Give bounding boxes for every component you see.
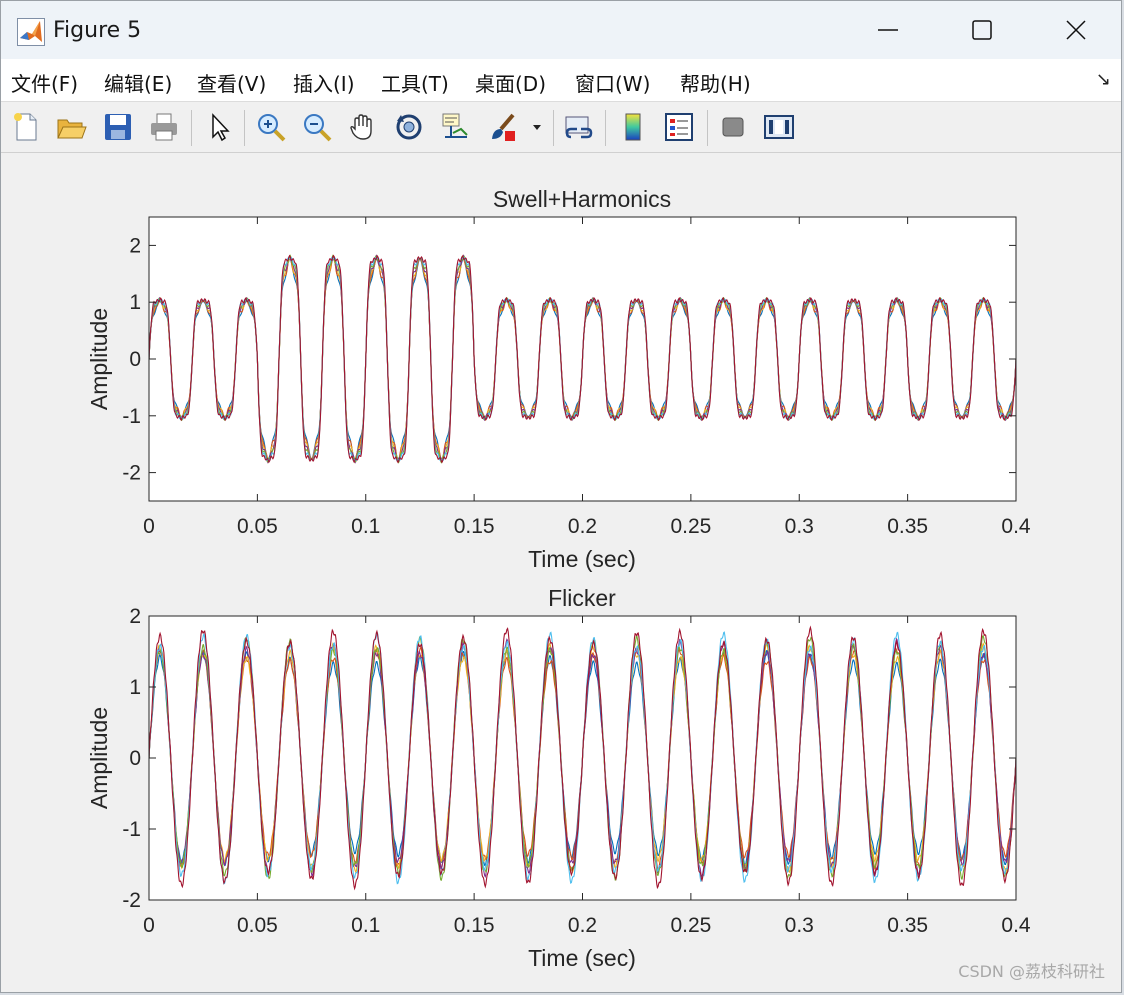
menu-insert[interactable]: 插入(I) (293, 72, 355, 96)
hide-plot-tools-icon[interactable] (717, 111, 749, 143)
axes-swell-harmonics: 0 0.05 0.1 0.15 0.2 0.25 0.3 0.35 0.4 -2 -1 0 1 2 Swe… (86, 186, 1031, 572)
window-title: Figure 5 (53, 18, 142, 43)
matlab-logo-icon (17, 18, 45, 46)
y-axis-label: Amplitude (86, 707, 112, 809)
link-plot-icon[interactable] (563, 111, 595, 143)
toolbar-separator (553, 110, 554, 146)
x-tick-label: 0.1 (351, 914, 380, 937)
minimize-button[interactable] (841, 1, 935, 59)
x-tick-label: 0.15 (454, 914, 495, 937)
legend-icon[interactable] (663, 111, 695, 143)
y-tick-label: 1 (129, 676, 141, 699)
x-tick-label: 0.05 (237, 914, 278, 937)
y-tick-label: 1 (129, 291, 141, 314)
plot-title: Flicker (548, 585, 616, 611)
watermark-text: CSDN @荔枝科研社 (958, 962, 1105, 981)
menu-bar: 文件(F) 编辑(E) 查看(V) 插入(I) 工具(T) 桌面(D) 窗口(W… (1, 59, 1121, 102)
y-tick-label: 0 (129, 348, 141, 371)
axes-flicker: 0 0.05 0.1 0.15 0.2 0.25 0.3 0.35 0.4 -2 -1 0 1 2 Fli… (86, 585, 1031, 971)
toolbar-separator (707, 110, 708, 146)
brush-icon[interactable] (487, 111, 519, 143)
menu-view[interactable]: 查看(V) (197, 72, 267, 96)
show-plot-tools-icon[interactable] (763, 111, 795, 143)
rotate-3d-icon[interactable] (393, 111, 425, 143)
figure-toolbar (1, 102, 1121, 153)
y-tick-label: 2 (129, 605, 141, 628)
y-tick-label: 2 (129, 234, 141, 257)
colorbar-icon[interactable] (617, 111, 649, 143)
x-tick-label: 0.25 (670, 515, 711, 538)
menu-desktop[interactable]: 桌面(D) (475, 72, 547, 96)
x-axis-label: Time (sec) (528, 546, 636, 572)
x-tick-label: 0.05 (237, 515, 278, 538)
y-tick-label: -2 (122, 462, 141, 485)
x-tick-label: 0.3 (785, 914, 814, 937)
x-tick-label: 0.3 (785, 515, 814, 538)
x-tick-label: 0.35 (887, 914, 928, 937)
menu-file[interactable]: 文件(F) (11, 72, 79, 96)
dock-figure-icon[interactable]: ↘ (1095, 69, 1111, 90)
data-cursor-icon[interactable] (439, 111, 471, 143)
zoom-in-icon[interactable] (255, 111, 287, 143)
minimize-icon (878, 29, 898, 31)
x-tick-label: 0 (143, 914, 155, 937)
y-tick-label: 0 (129, 747, 141, 770)
brush-dropdown-icon[interactable] (527, 111, 547, 143)
edit-plot-arrow-icon[interactable] (204, 111, 236, 143)
series-line (149, 254, 1016, 464)
x-tick-label: 0.15 (454, 515, 495, 538)
y-axis-label: Amplitude (86, 308, 112, 410)
x-tick-label: 0.2 (568, 914, 597, 937)
series-group (149, 254, 1016, 464)
print-icon[interactable] (148, 111, 180, 143)
menu-window[interactable]: 窗口(W) (575, 72, 651, 96)
series-line (149, 625, 1016, 891)
toolbar-separator (244, 110, 245, 146)
open-file-icon[interactable] (55, 111, 87, 143)
x-tick-label: 0.25 (670, 914, 711, 937)
x-tick-label: 0 (143, 515, 155, 538)
new-figure-icon[interactable] (10, 111, 42, 143)
pan-hand-icon[interactable] (347, 111, 379, 143)
y-tick-label: -2 (122, 889, 141, 912)
menu-edit[interactable]: 编辑(E) (104, 72, 173, 96)
x-tick-label: 0.2 (568, 515, 597, 538)
x-tick-label: 0.35 (887, 515, 928, 538)
maximize-icon (972, 20, 992, 40)
y-tick-label: -1 (122, 818, 141, 841)
toolbar-separator (191, 110, 192, 146)
plot-title: Swell+Harmonics (493, 186, 671, 212)
toolbar-separator (605, 110, 606, 146)
x-tick-label: 0.1 (351, 515, 380, 538)
close-icon (1066, 20, 1086, 40)
menu-help[interactable]: 帮助(H) (680, 72, 751, 96)
menu-tools[interactable]: 工具(T) (381, 72, 449, 96)
x-axis-label: Time (sec) (528, 945, 636, 971)
series-group (149, 625, 1016, 891)
maximize-button[interactable] (935, 1, 1029, 59)
y-tick-label: -1 (122, 405, 141, 428)
save-icon[interactable] (102, 111, 134, 143)
title-bar[interactable]: Figure 5 (1, 1, 1121, 59)
close-button[interactable] (1029, 1, 1123, 59)
figure-canvas: 0 0.05 0.1 0.15 0.2 0.25 0.3 0.35 0.4 -2 -1 0 1 2 Swe… (86, 186, 1031, 971)
x-tick-label: 0.4 (1001, 515, 1031, 538)
x-tick-label: 0.4 (1001, 914, 1031, 937)
zoom-out-icon[interactable] (301, 111, 333, 143)
